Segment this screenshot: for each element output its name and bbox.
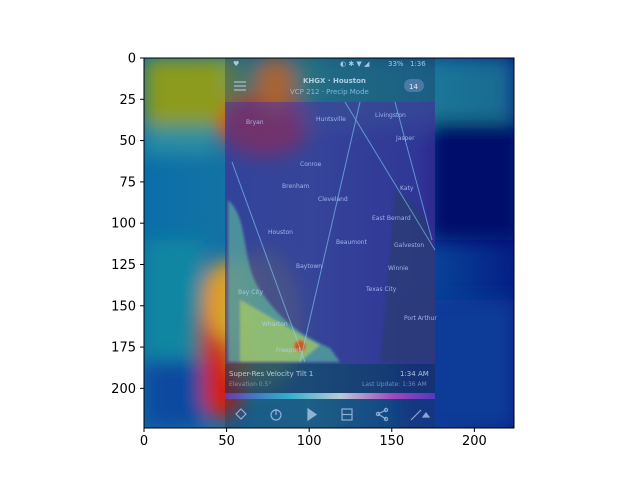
- status-time: 1:36: [410, 60, 426, 68]
- status-bar: ♥ ◐ ✱ ▼ ◢ 33% 1:36: [233, 60, 426, 68]
- station-title: KHGX · Houston: [303, 77, 366, 85]
- y-axis: 0 25 50 75 100 125 150 175 200: [111, 52, 144, 397]
- elevation-text: Elevation 0.5°: [229, 381, 271, 388]
- y-tick-label: 25: [119, 93, 136, 108]
- y-tick-label: 0: [128, 52, 136, 67]
- badge-count: 14: [409, 83, 418, 91]
- play-icon[interactable]: [307, 407, 318, 422]
- app-screenshot: Bryan Huntsville Livingston Conroe Jasper Bre…: [225, 58, 437, 428]
- map-city-label: Livingston: [375, 112, 406, 119]
- map-city-label: Bryan: [246, 119, 264, 126]
- x-tick-label: 200: [462, 434, 487, 449]
- badge-pill[interactable]: [404, 79, 424, 92]
- share-icon[interactable]: [375, 407, 389, 422]
- x-tick-label: 150: [379, 434, 404, 449]
- map-city-label: Bay City: [238, 289, 263, 296]
- x-tick-label: 0: [140, 434, 148, 449]
- map-city-label: Beaumont: [336, 239, 368, 246]
- map-city-label: Conroe: [300, 161, 322, 168]
- color-legend-strip: [225, 393, 435, 399]
- y-tick-label: 150: [111, 299, 136, 314]
- product-info-bar[interactable]: Super-Res Velocity Tilt 1 1:34 AM Elevat…: [225, 364, 435, 394]
- y-tick-label: 200: [111, 382, 136, 397]
- map-city-label: Jasper: [395, 135, 415, 142]
- axes-frame: [143, 57, 515, 429]
- map-city-label: Port Arthur: [404, 315, 437, 322]
- layers-icon[interactable]: [235, 408, 247, 420]
- map-city-label: Brenham: [282, 183, 309, 190]
- map-city-label: Katy: [400, 185, 414, 192]
- map-city-label: Houston: [268, 229, 293, 236]
- map-city-label: Freeport: [276, 347, 302, 354]
- map-city-label: Baytown: [296, 263, 322, 270]
- map-city-label: Wharton: [262, 321, 288, 328]
- bottom-toolbar: [235, 407, 431, 422]
- map-city-label: East Bernard: [372, 215, 411, 222]
- product-subtitle: VCP 212 · Precip Mode: [290, 88, 369, 96]
- x-tick-label: 50: [218, 434, 235, 449]
- product-time: 1:34 AM: [400, 370, 429, 378]
- notification-icon: ♥: [233, 60, 239, 68]
- app-header: KHGX · Houston VCP 212 · Precip Mode 14: [234, 77, 424, 96]
- map-city-label: Winnie: [388, 265, 409, 272]
- signal-icons: ◐ ✱ ▼ ◢: [340, 60, 370, 68]
- x-axis: 0 50 100 150 200: [140, 428, 487, 449]
- battery-text: 33%: [388, 60, 404, 68]
- y-tick-label: 75: [119, 175, 136, 190]
- y-tick-label: 100: [111, 217, 136, 232]
- draw-icon[interactable]: [410, 409, 431, 421]
- product-title: Super-Res Velocity Tilt 1: [229, 370, 313, 378]
- last-update-text: Last Update: 1:36 AM: [362, 381, 427, 388]
- menu-icon[interactable]: [234, 81, 246, 91]
- map-city-label: Huntsville: [316, 116, 346, 123]
- map-labels: Bryan Huntsville Livingston Conroe Jasper Bre…: [238, 112, 437, 354]
- radar-icon[interactable]: [270, 409, 282, 421]
- grid-icon[interactable]: [341, 408, 353, 421]
- heatmap-image: Bryan Huntsville Livingston Conroe Jasper Bre…: [144, 58, 514, 428]
- map-city-label: Galveston: [394, 242, 424, 249]
- y-tick-label: 175: [111, 341, 136, 356]
- y-tick-label: 125: [111, 258, 136, 273]
- map-city-label: Cleveland: [318, 196, 348, 203]
- y-tick-label: 50: [119, 134, 136, 149]
- x-tick-label: 100: [297, 434, 322, 449]
- map-city-label: Texas City: [365, 286, 397, 293]
